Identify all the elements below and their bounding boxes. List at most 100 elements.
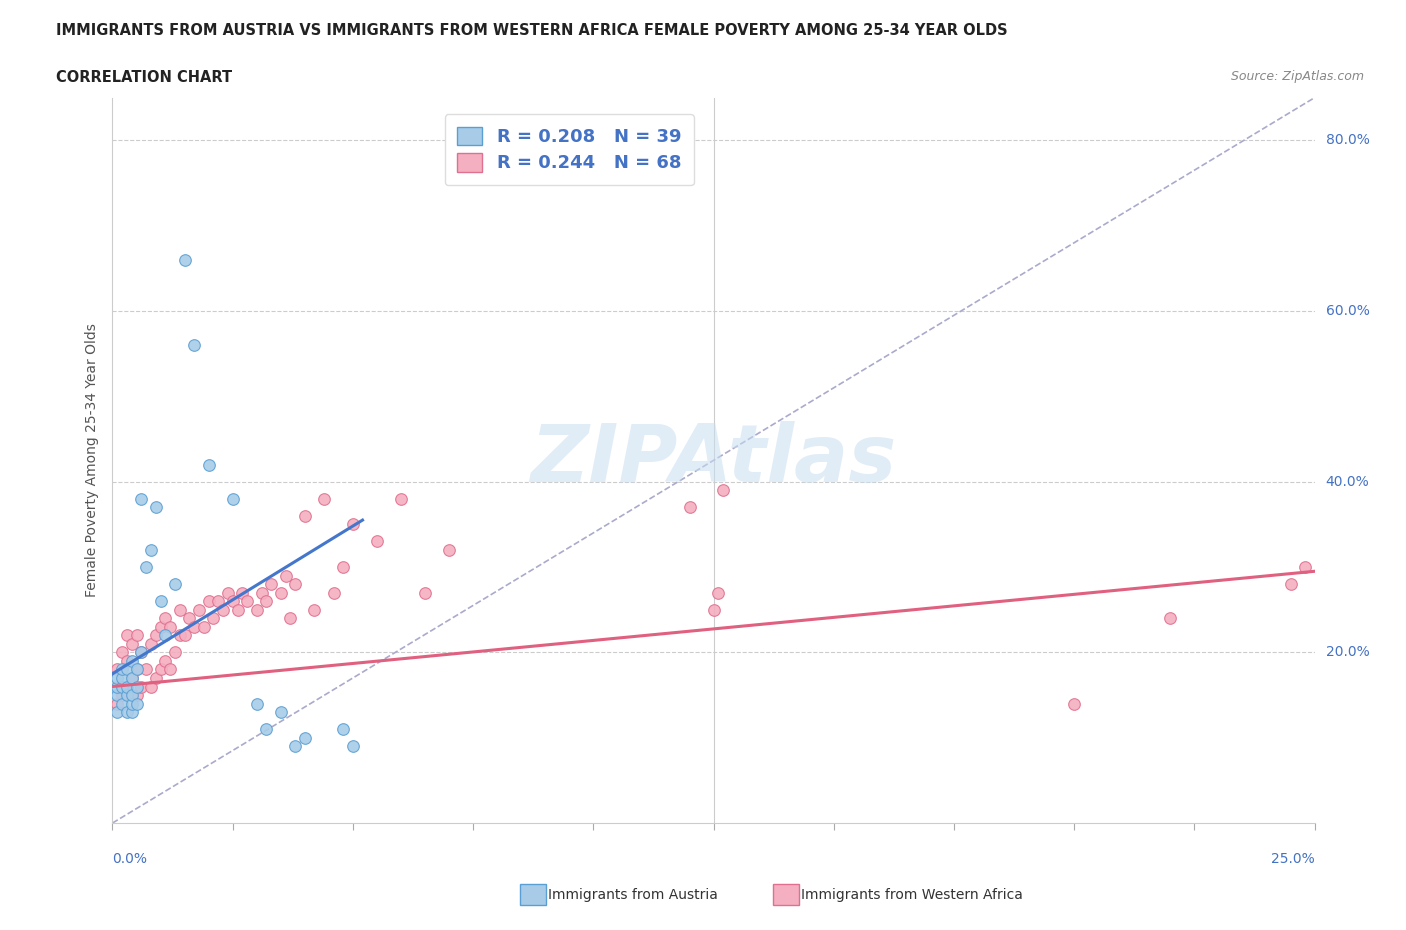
Point bbox=[131, 491, 153, 506]
Point bbox=[135, 560, 157, 575]
Point bbox=[212, 603, 235, 618]
Point bbox=[250, 585, 273, 600]
Point bbox=[125, 628, 148, 643]
Point bbox=[139, 636, 162, 651]
Point bbox=[159, 662, 181, 677]
Point bbox=[1063, 697, 1085, 711]
Legend: R = 0.208   N = 39, R = 0.244   N = 68: R = 0.208 N = 39, R = 0.244 N = 68 bbox=[444, 114, 695, 185]
Point bbox=[111, 671, 134, 685]
Point bbox=[125, 687, 148, 702]
Point bbox=[145, 671, 167, 685]
Point bbox=[284, 577, 307, 591]
Point bbox=[254, 593, 277, 608]
Point bbox=[702, 603, 725, 618]
Point bbox=[294, 730, 316, 745]
Point bbox=[149, 593, 172, 608]
Point bbox=[111, 679, 134, 694]
Point bbox=[145, 499, 167, 514]
Point bbox=[115, 662, 138, 677]
Point bbox=[169, 628, 191, 643]
Point bbox=[105, 705, 128, 720]
Point bbox=[125, 697, 148, 711]
Y-axis label: Female Poverty Among 25-34 Year Olds: Female Poverty Among 25-34 Year Olds bbox=[86, 324, 100, 597]
Point bbox=[149, 662, 172, 677]
Point bbox=[342, 517, 364, 532]
Point bbox=[236, 593, 259, 608]
Point bbox=[1279, 577, 1302, 591]
Point bbox=[183, 338, 205, 352]
Point bbox=[188, 603, 211, 618]
Text: 40.0%: 40.0% bbox=[1326, 474, 1369, 488]
Point bbox=[155, 611, 177, 626]
Point bbox=[202, 611, 225, 626]
Point bbox=[222, 491, 245, 506]
Text: Immigrants from Western Africa: Immigrants from Western Africa bbox=[801, 887, 1024, 902]
Point bbox=[115, 687, 138, 702]
Point bbox=[322, 585, 344, 600]
Text: Source: ZipAtlas.com: Source: ZipAtlas.com bbox=[1230, 70, 1364, 83]
Point bbox=[139, 542, 162, 557]
Point bbox=[231, 585, 253, 600]
Point bbox=[121, 654, 143, 669]
Point bbox=[217, 585, 239, 600]
Point bbox=[125, 679, 148, 694]
Text: 0.0%: 0.0% bbox=[112, 852, 148, 866]
Point bbox=[131, 679, 153, 694]
Point bbox=[135, 662, 157, 677]
Point bbox=[145, 628, 167, 643]
Point bbox=[121, 636, 143, 651]
Point bbox=[131, 644, 153, 659]
Point bbox=[312, 491, 335, 506]
Text: ZIPAtlas: ZIPAtlas bbox=[530, 421, 897, 499]
Point bbox=[139, 679, 162, 694]
Text: Immigrants from Austria: Immigrants from Austria bbox=[548, 887, 718, 902]
Point bbox=[111, 662, 134, 677]
Point bbox=[115, 628, 138, 643]
Point bbox=[115, 705, 138, 720]
Point bbox=[125, 662, 148, 677]
Point bbox=[121, 671, 143, 685]
Point bbox=[111, 687, 134, 702]
Point bbox=[389, 491, 412, 506]
Point bbox=[105, 679, 128, 694]
Point bbox=[105, 671, 128, 685]
Point bbox=[342, 738, 364, 753]
Point bbox=[105, 687, 128, 702]
Point bbox=[105, 697, 128, 711]
Point bbox=[707, 585, 730, 600]
Point bbox=[222, 593, 245, 608]
Point bbox=[155, 654, 177, 669]
Point bbox=[193, 619, 215, 634]
Point bbox=[366, 534, 388, 549]
Point bbox=[131, 644, 153, 659]
Point bbox=[115, 679, 138, 694]
Point bbox=[332, 560, 354, 575]
Point bbox=[111, 697, 134, 711]
Point bbox=[284, 738, 307, 753]
Point bbox=[280, 611, 302, 626]
Point bbox=[169, 603, 191, 618]
Point bbox=[121, 687, 143, 702]
Point bbox=[1159, 611, 1181, 626]
Text: CORRELATION CHART: CORRELATION CHART bbox=[56, 70, 232, 85]
Point bbox=[115, 654, 138, 669]
Point bbox=[155, 628, 177, 643]
Point bbox=[270, 705, 292, 720]
Point bbox=[332, 722, 354, 737]
Point bbox=[125, 662, 148, 677]
Text: 20.0%: 20.0% bbox=[1326, 645, 1369, 659]
Point bbox=[105, 662, 128, 677]
Point bbox=[121, 705, 143, 720]
Point bbox=[111, 644, 134, 659]
Point bbox=[183, 619, 205, 634]
Point bbox=[1294, 560, 1316, 575]
Point bbox=[159, 619, 181, 634]
Point bbox=[173, 252, 195, 267]
Point bbox=[270, 585, 292, 600]
Point bbox=[274, 568, 297, 583]
Point bbox=[173, 628, 195, 643]
Point bbox=[163, 577, 186, 591]
Point bbox=[197, 593, 219, 608]
Point bbox=[254, 722, 277, 737]
Text: 60.0%: 60.0% bbox=[1326, 304, 1369, 318]
